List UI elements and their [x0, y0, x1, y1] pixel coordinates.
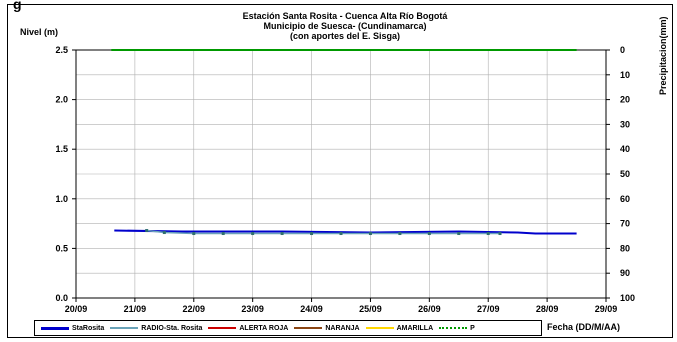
- series-point: [498, 232, 502, 236]
- series-point: [310, 232, 314, 236]
- y-tick-label: 0.5: [55, 243, 68, 253]
- legend-item-naranja: NARANJA: [294, 324, 360, 332]
- legend-item-p: P: [439, 325, 475, 332]
- legend-label-amarilla: AMARILLA: [396, 324, 434, 332]
- y-tick-label: 1.0: [55, 194, 68, 204]
- chart-border: g: [7, 0, 673, 338]
- x-tick-label: 24/09: [300, 304, 323, 314]
- y2-tick-label: 90: [620, 268, 630, 278]
- y2-tick-label: 20: [620, 95, 630, 105]
- x-axis-label: Fecha (DD/M/AA): [547, 322, 621, 332]
- y2-tick-label: 0: [620, 45, 625, 55]
- y-tick-label: 0.0: [55, 293, 68, 303]
- series-point: [457, 232, 461, 236]
- y2-tick-label: 30: [620, 119, 630, 129]
- legend-swatch-radio: [110, 327, 139, 329]
- legend-swatch-alerta-roja: [208, 327, 237, 329]
- series-point: [221, 232, 225, 236]
- y2-tick-label: 80: [620, 243, 630, 253]
- y-tick-label: 2.5: [55, 45, 68, 55]
- x-tick-label: 23/09: [241, 304, 264, 314]
- legend-item-alerta-roja: ALERTA ROJA: [208, 325, 288, 332]
- y-axis-label: Nivel (m): [20, 27, 59, 37]
- legend-swatch-p: [439, 327, 468, 329]
- legend-label-alerta-roja: ALERTA ROJA: [239, 324, 289, 332]
- x-tick-label: 25/09: [359, 304, 382, 314]
- y-tick-label: 2.0: [55, 95, 68, 105]
- y2-tick-label: 70: [620, 219, 630, 229]
- y2-tick-label: 60: [620, 194, 630, 204]
- y2-tick-label: 50: [620, 169, 630, 179]
- series-line-0: [114, 229, 577, 235]
- series-point: [251, 232, 255, 236]
- x-tick-label: 28/09: [536, 304, 559, 314]
- x-tick-label: 26/09: [418, 304, 441, 314]
- series-point: [192, 232, 196, 236]
- legend-swatch-naranja: [294, 327, 323, 329]
- x-tick-label: 20/09: [65, 304, 88, 314]
- series-point: [339, 232, 343, 236]
- series-point: [486, 232, 490, 236]
- title-line-1: Estación Santa Rosita - Cuenca Alta Río …: [242, 11, 448, 21]
- caption-fragment: g: [13, 0, 22, 12]
- chart-title: Estación Santa Rosita - Cuenca Alta Río …: [175, 11, 515, 41]
- series-point: [162, 231, 166, 235]
- series-point: [145, 229, 149, 233]
- legend: StaRosita RADIO-Sta. Rosita ALERTA ROJA …: [34, 320, 542, 336]
- legend-label-starosita: StaRosita: [72, 324, 105, 332]
- y2-tick-label: 100: [620, 293, 635, 303]
- legend-item-starosita: StaRosita: [41, 325, 104, 332]
- series-point: [280, 232, 284, 236]
- legend-label-p: P: [470, 324, 475, 332]
- legend-label-radio: RADIO-Sta. Rosita: [141, 324, 203, 332]
- series-line-1: [146, 229, 500, 235]
- legend-swatch-starosita: [41, 326, 69, 330]
- y2-tick-label: 40: [620, 144, 630, 154]
- y2-tick-label: 10: [620, 70, 630, 80]
- series-point: [427, 232, 431, 236]
- x-tick-label: 27/09: [477, 304, 500, 314]
- x-tick-label: 29/09: [595, 304, 618, 314]
- title-line-2: Municipio de Suesca- (Cundinamarca): [263, 21, 427, 31]
- legend-swatch-amarilla: [365, 327, 394, 329]
- x-tick-label: 22/09: [183, 304, 206, 314]
- x-tick-label: 21/09: [124, 304, 147, 314]
- legend-label-naranja: NARANJA: [325, 324, 360, 332]
- y-tick-label: 1.5: [55, 144, 68, 154]
- legend-item-amarilla: AMARILLA: [365, 324, 434, 332]
- series-point: [398, 232, 402, 236]
- legend-item-radio: RADIO-Sta. Rosita: [110, 325, 202, 332]
- title-line-3: (con aportes del E. Sisga): [289, 31, 401, 41]
- series-point: [368, 232, 372, 236]
